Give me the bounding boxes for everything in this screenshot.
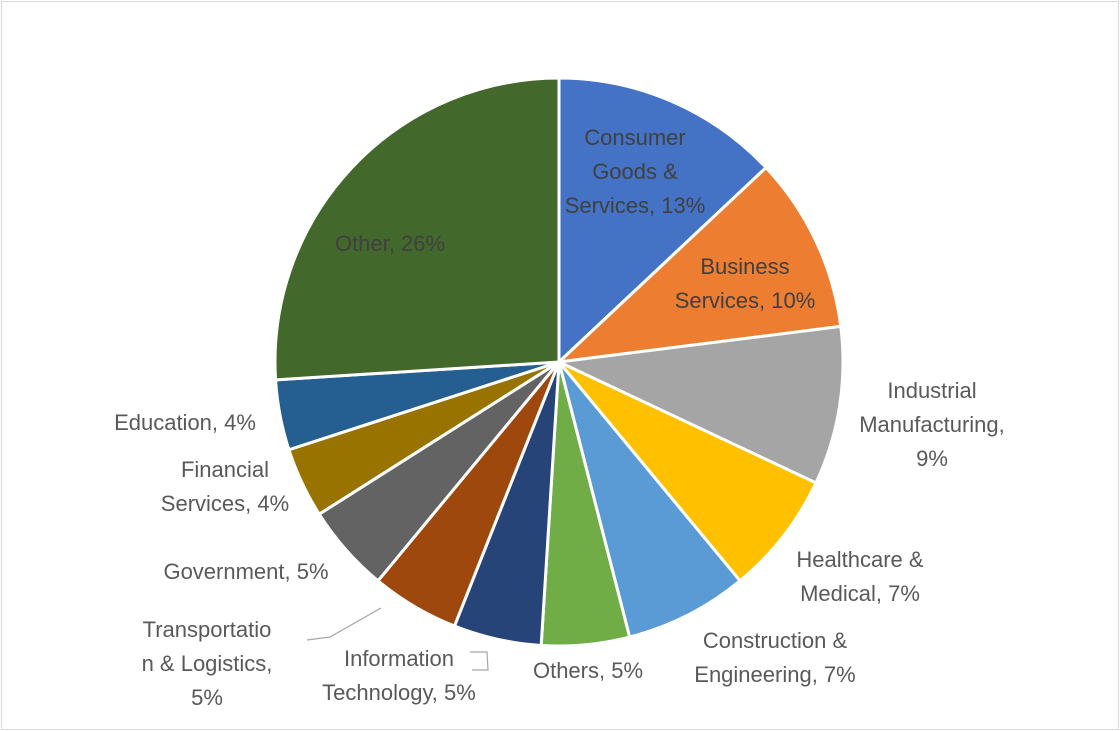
- data-label-line: Business: [700, 254, 789, 279]
- data-label-line: Industrial: [887, 378, 976, 403]
- pie-slice-business-services: [557, 166, 843, 364]
- data-label-line: Services, 13%: [565, 193, 706, 218]
- pie-slice-industrial-manufacturing: [557, 324, 845, 485]
- data-label-line: Consumer: [584, 125, 685, 150]
- data-label-line: Others, 5%: [533, 658, 643, 683]
- data-label-line: Engineering, 7%: [694, 662, 855, 687]
- data-label-consumer-goods-and-services: Consumer Goods & Services, 13%: [565, 125, 706, 218]
- data-label-transportation-and-logistics: Transportatio n & Logistics, 5%: [142, 617, 273, 710]
- data-label-financial-services: Financial Services, 4%: [161, 457, 289, 516]
- data-label-line: Financial: [181, 457, 269, 482]
- data-label-line: Services, 4%: [161, 491, 289, 516]
- data-label-construction-and-engineering: Construction & Engineering, 7%: [694, 628, 855, 687]
- data-label-others: Others, 5%: [533, 658, 643, 683]
- pie-slice-construction-and-engineering: [557, 360, 742, 639]
- data-label-other: Other, 26%: [335, 231, 445, 256]
- data-label-line: Healthcare &: [796, 547, 924, 572]
- data-label-line: Manufacturing,: [859, 412, 1005, 437]
- data-label-line: 9%: [916, 446, 948, 471]
- pie-slices: [273, 76, 845, 648]
- data-label-line: Services, 10%: [675, 288, 816, 313]
- data-label-line: Construction &: [703, 628, 848, 653]
- leader-line-transportation-and-logistics: [306, 607, 382, 641]
- data-labels: Consumer Goods & Services, 13% Business Serv…: [114, 125, 1005, 710]
- pie-slice-healthcare-and-medical: [557, 360, 818, 583]
- data-label-line: Technology, 5%: [322, 680, 476, 705]
- data-label-industrial-manufacturing: Industrial Manufacturing, 9%: [859, 378, 1005, 471]
- data-label-business-services: Business Services, 10%: [675, 254, 816, 313]
- data-label-line: Government, 5%: [163, 559, 328, 584]
- pie-slice-other: [273, 76, 561, 382]
- leader-lines: [306, 607, 489, 671]
- data-label-line: Other, 26%: [335, 231, 445, 256]
- data-label-government: Government, 5%: [163, 559, 328, 584]
- data-label-line: Education, 4%: [114, 410, 256, 435]
- data-label-line: 5%: [191, 685, 223, 710]
- data-label-line: Goods &: [592, 159, 678, 184]
- data-label-line: Information: [344, 646, 454, 671]
- data-label-line: n & Logistics,: [142, 651, 273, 676]
- pie-slice-consumer-goods-and-services: [557, 76, 768, 364]
- data-label-information-technology: Information Technology, 5%: [322, 646, 476, 705]
- data-label-line: Transportatio: [143, 617, 272, 642]
- data-label-line: Medical, 7%: [800, 581, 920, 606]
- data-label-healthcare-and-medical: Healthcare & Medical, 7%: [796, 547, 924, 606]
- data-label-education: Education, 4%: [114, 410, 256, 435]
- leader-line-information-technology: [470, 651, 489, 671]
